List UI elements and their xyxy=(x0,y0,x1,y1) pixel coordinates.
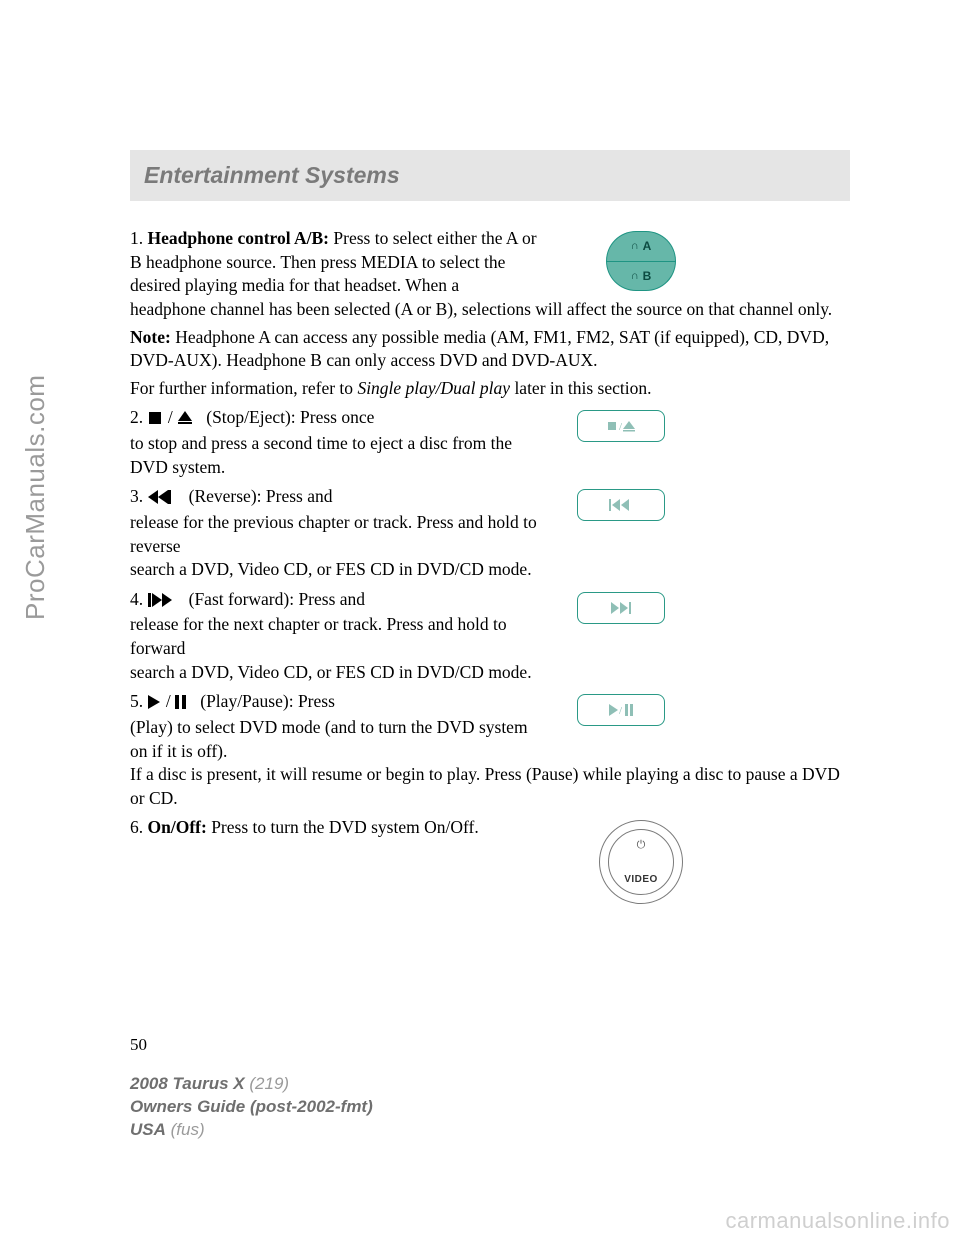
item-3-text: 3. (Reverse): Press and release for the … xyxy=(130,485,540,558)
item-3: 3. (Reverse): Press and release for the … xyxy=(130,485,850,558)
section-title: Entertainment Systems xyxy=(144,162,836,189)
headphone-icon: ∩ xyxy=(631,239,639,254)
footer-line-3: USA (fus) xyxy=(130,1119,373,1142)
pause-icon xyxy=(175,692,187,716)
footer-line-2: Owners Guide (post-2002-fmt) xyxy=(130,1096,373,1119)
headphone-a-label: A xyxy=(643,238,652,254)
item-4-sp xyxy=(180,589,189,609)
item-2-cont: to stop and press a second time to eject… xyxy=(130,432,540,479)
headphone-icon: ∩ xyxy=(631,269,639,284)
item-3-cont: release for the previous chapter or trac… xyxy=(130,511,540,558)
watermark-bottom: carmanualsonline.info xyxy=(725,1208,950,1234)
item-2: 2. / (Stop/Eject): Press once to stop an… xyxy=(130,406,850,479)
item-3-desc: (Reverse): Press and xyxy=(189,486,333,506)
item-4-wide: search a DVD, Video CD, or FES CD in DVD… xyxy=(130,661,850,685)
item-6-num: 6. xyxy=(130,817,143,837)
forward-button-graphic xyxy=(556,588,686,624)
footer-code: (219) xyxy=(245,1074,289,1093)
footer-region: USA xyxy=(130,1120,166,1139)
footer-line-1: 2008 Taurus X (219) xyxy=(130,1073,373,1096)
headphone-ab-button: ∩ A ∩ B xyxy=(606,231,676,291)
item-4-num: 4. xyxy=(130,589,143,609)
further-post: later in this section. xyxy=(510,378,651,398)
item-3-sp xyxy=(180,486,189,506)
stop-icon xyxy=(148,408,164,432)
item-5-num: 5. xyxy=(130,691,143,711)
note-text: Headphone A can access any possible medi… xyxy=(130,327,829,371)
svg-text:/: / xyxy=(619,705,623,716)
further-pre: For further information, refer to xyxy=(130,378,357,398)
reverse-pill xyxy=(577,489,665,521)
play-pause-pill: / xyxy=(577,694,665,726)
item-4-desc: (Fast forward): Press and xyxy=(189,589,365,609)
video-knob-graphic: ⏻ VIDEO xyxy=(556,816,726,904)
item-2-text: 2. / (Stop/Eject): Press once to stop an… xyxy=(130,406,540,479)
footer-region-code: (fus) xyxy=(166,1120,205,1139)
reverse-button-graphic xyxy=(556,485,686,521)
eject-icon xyxy=(177,408,193,432)
item-6-lead: Press to turn the DVD system On/Off. xyxy=(207,817,479,837)
video-knob-inner: ⏻ VIDEO xyxy=(608,829,674,895)
item-5-cont: (Play) to select DVD mode (and to turn t… xyxy=(130,716,540,763)
slash: / xyxy=(168,407,177,427)
footer: 2008 Taurus X (219) Owners Guide (post-2… xyxy=(130,1073,373,1142)
headphone-b-half: ∩ B xyxy=(606,261,676,291)
video-knob-outer: ⏻ VIDEO xyxy=(599,820,683,904)
item-5-text: 5. / (Play/Pause): Press (Play) to selec… xyxy=(130,690,540,763)
item-1-further: For further information, refer to Single… xyxy=(130,377,850,401)
item-3-wide: search a DVD, Video CD, or FES CD in DVD… xyxy=(130,558,850,582)
item-4: 4. (Fast forward): Press and release for… xyxy=(130,588,850,661)
svg-text:/: / xyxy=(619,421,623,433)
further-italic: Single play/Dual play xyxy=(357,378,510,398)
item-5-desc: (Play/Pause): Press xyxy=(200,691,335,711)
item-6: 6. On/Off: Press to turn the DVD system … xyxy=(130,816,850,904)
page-content: Entertainment Systems 1. Headphone contr… xyxy=(130,150,850,1057)
note-label: Note: xyxy=(130,327,171,347)
play-icon xyxy=(148,692,162,716)
item-6-text: 6. On/Off: Press to turn the DVD system … xyxy=(130,816,540,840)
item-2-num: 2. xyxy=(130,407,143,427)
item-4-text: 4. (Fast forward): Press and release for… xyxy=(130,588,540,661)
item-2-desc: (Stop/Eject): Press once xyxy=(206,407,374,427)
headphone-b-label: B xyxy=(643,268,652,284)
item-1-note: Note: Headphone A can access any possibl… xyxy=(130,326,850,373)
item-5-wide: If a disc is present, it will resume or … xyxy=(130,763,850,810)
page-number: 50 xyxy=(130,1034,850,1057)
item-5: 5. / (Play/Pause): Press (Play) to selec… xyxy=(130,690,850,763)
play-pause-button-graphic: / xyxy=(556,690,686,726)
item-1-cont: headphone channel has been selected (A o… xyxy=(130,298,850,322)
item-1-text: 1. Headphone control A/B: Press to selec… xyxy=(130,227,540,298)
item-3-num: 3. xyxy=(130,486,143,506)
forward-pill xyxy=(577,592,665,624)
stop-eject-pill: / xyxy=(577,410,665,442)
item-1: 1. Headphone control A/B: Press to selec… xyxy=(130,227,850,298)
stop-eject-button-graphic: / xyxy=(556,406,686,442)
video-knob-label: VIDEO xyxy=(624,873,658,887)
reverse-icon xyxy=(148,487,176,511)
power-icon: ⏻ xyxy=(637,838,646,853)
footer-vehicle: 2008 Taurus X xyxy=(130,1074,245,1093)
item-1-num: 1. xyxy=(130,228,143,248)
section-header: Entertainment Systems xyxy=(130,150,850,201)
item-5-sp xyxy=(192,691,201,711)
headphone-ab-button-graphic: ∩ A ∩ B xyxy=(556,227,726,291)
item-2-name xyxy=(198,407,207,427)
item-6-label: On/Off: xyxy=(148,817,207,837)
watermark-side: ProCarManuals.com xyxy=(20,375,51,620)
fast-forward-icon xyxy=(148,590,176,614)
headphone-a-half: ∩ A xyxy=(606,231,676,261)
slash: / xyxy=(166,691,175,711)
item-1-label: Headphone control A/B: xyxy=(148,228,330,248)
item-4-cont: release for the next chapter or track. P… xyxy=(130,613,540,660)
body: 1. Headphone control A/B: Press to selec… xyxy=(130,227,850,1057)
